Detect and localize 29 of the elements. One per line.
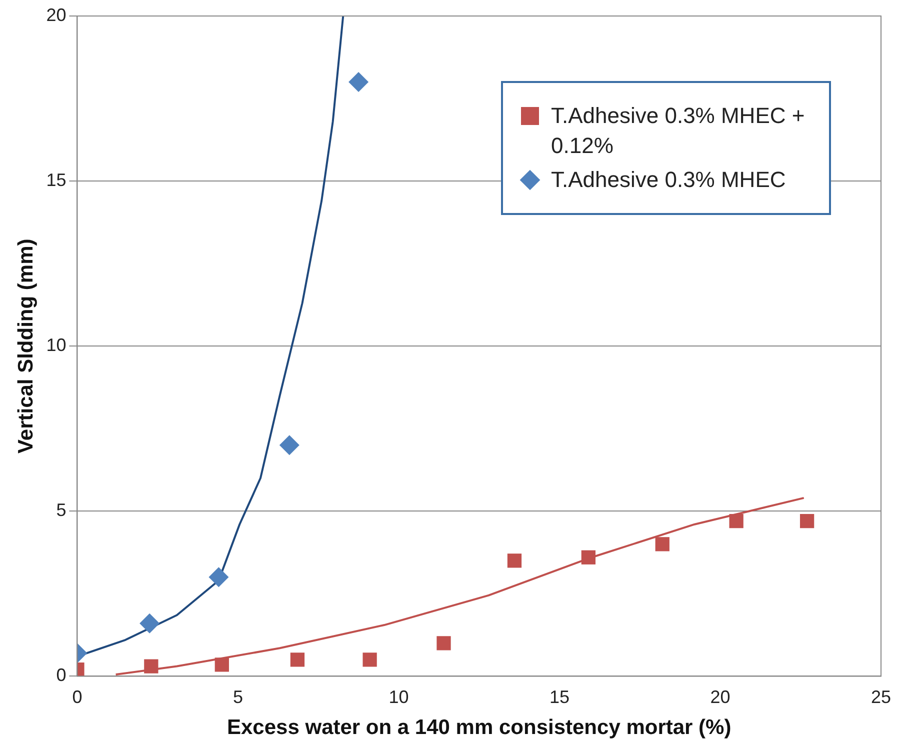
point <box>655 537 670 552</box>
y-tick-label: 15 <box>46 170 66 190</box>
x-tick-label: 0 <box>72 686 82 707</box>
x-tick-label: 25 <box>870 686 892 707</box>
y-tick-label: 10 <box>46 335 66 356</box>
point <box>214 658 229 672</box>
point <box>729 514 744 528</box>
point <box>800 514 814 528</box>
x-tick-label: 5 <box>232 686 243 707</box>
point <box>507 554 522 568</box>
point <box>348 72 369 92</box>
x-tick-label: 20 <box>710 686 730 707</box>
point <box>144 659 158 674</box>
y-tick-label: 5 <box>56 500 66 520</box>
point <box>279 435 300 456</box>
point <box>581 550 596 564</box>
x-tick-label: 15 <box>549 686 570 707</box>
point <box>290 652 305 667</box>
legend-label: T.Adhesive 0.3% MHEC + 0.12% <box>551 102 806 160</box>
point <box>436 636 451 650</box>
y-tick-label: 20 <box>46 4 66 25</box>
y-axis-title: Vertical Sldding (mm) <box>14 238 38 454</box>
x-tick-label: 10 <box>388 686 409 707</box>
x-axis-title: Excess water on a 140 mm consistency mortar (%) <box>227 716 732 740</box>
point <box>140 613 160 634</box>
point <box>362 652 377 667</box>
y-tick-label: 0 <box>56 665 66 686</box>
point <box>208 567 229 588</box>
legend-label: T.Adhesive 0.3% MHEC <box>551 166 786 194</box>
